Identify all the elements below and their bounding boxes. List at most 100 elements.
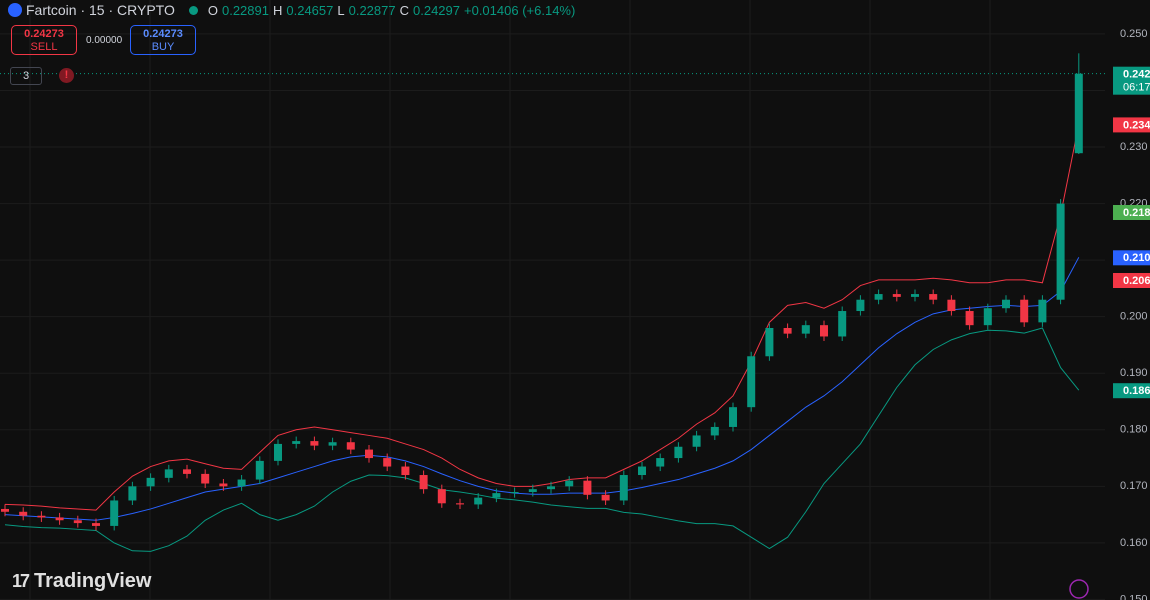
candle-body: [73, 520, 82, 524]
candle-body: [365, 449, 373, 459]
buy-button[interactable]: 0.24273 BUY: [130, 25, 196, 55]
vertical-grid: [0, 0, 1105, 600]
candle-body: [1, 508, 9, 512]
high-value: 0.24657: [286, 2, 334, 18]
h-label: H: [272, 2, 283, 18]
candle-body: [656, 458, 665, 467]
candle-body: [55, 517, 64, 521]
y-tick-label: 0.160: [1120, 537, 1148, 549]
candle-body: [674, 446, 683, 459]
price-tag: [1113, 205, 1150, 220]
candle-body: [437, 489, 446, 504]
price-tag: [1113, 273, 1150, 288]
candle-body: [219, 483, 228, 487]
band-line: [4, 327, 1080, 552]
candle-body: [274, 443, 282, 461]
price-tag: [1113, 117, 1150, 133]
candle-body: [1074, 73, 1083, 154]
price-tag: [1113, 250, 1150, 266]
candle-body: [201, 473, 210, 484]
warning-icon[interactable]: !: [59, 68, 74, 83]
candle-body: [638, 466, 646, 476]
candle-body: [547, 486, 555, 490]
candle-body: [419, 475, 428, 490]
symbol[interactable]: Fartcoin · 15 · CRYPTO: [26, 2, 175, 18]
close-value: 0.24297: [413, 2, 460, 18]
y-tick-label: 0.250: [1120, 28, 1148, 40]
price-axis: [1105, 0, 1150, 600]
alert-icon[interactable]: [1069, 579, 1089, 599]
candle-body: [510, 491, 519, 494]
logo-text: TradingView: [34, 570, 152, 592]
candle-body: [565, 480, 574, 487]
candle-body: [456, 503, 464, 505]
sell-button[interactable]: 0.24273 SELL: [11, 25, 77, 55]
candle-body: [110, 500, 119, 526]
price-tag: [1113, 66, 1150, 95]
candle-body: [619, 475, 628, 501]
candle-body: [911, 294, 919, 297]
candle-body: [1002, 299, 1010, 309]
candle-body: [965, 311, 974, 326]
candle-body: [601, 494, 610, 501]
candle-body: [710, 426, 719, 436]
candle-body: [310, 441, 319, 446]
candle-body: [874, 294, 883, 300]
symbol-header[interactable]: Fartcoin · 15 · CRYPTO O 0.22891 H 0.24657…: [8, 1, 575, 19]
sell-label: SELL: [30, 41, 58, 53]
price-tag: [1113, 383, 1150, 399]
open-value: 0.22891: [221, 2, 269, 18]
candle-body: [765, 327, 774, 357]
price-tag-countdown: 06:17: [1123, 82, 1150, 94]
candle-body: [856, 299, 865, 312]
buy-price: 0.24273: [143, 28, 183, 40]
candle-body: [838, 311, 847, 337]
candle-body: [164, 469, 173, 478]
candle-body: [892, 294, 901, 297]
candle-body: [292, 441, 301, 444]
candle-body: [947, 299, 956, 312]
candle-body: [183, 469, 191, 474]
coin-icon: [8, 3, 22, 17]
band-line: [4, 124, 1080, 511]
candle-body: [92, 523, 100, 526]
price-tag-label: 0.218: [1123, 207, 1150, 219]
change-value: +0.01406 (+6.14%): [464, 2, 576, 18]
low-value: 0.22877: [348, 2, 396, 18]
candle-body: [1038, 299, 1047, 323]
candle-body: [729, 407, 737, 427]
candle-body: [346, 442, 355, 450]
candle-body: [37, 515, 46, 518]
candle-body: [19, 511, 28, 516]
c-label: C: [399, 2, 409, 18]
price-tag-label: 0.186: [1123, 385, 1150, 397]
candle-body: [1020, 299, 1029, 323]
candle-body: [383, 458, 392, 467]
candle-body: [583, 480, 592, 495]
candle-body: [492, 493, 501, 498]
sell-price: 0.24273: [24, 28, 64, 40]
price-tag-label: 0.242: [1123, 69, 1150, 81]
candle-body: [783, 327, 792, 334]
candle-body: [328, 442, 337, 446]
candle-body: [146, 477, 155, 487]
candle-body: [983, 308, 992, 326]
y-tick-label: 0.150: [1120, 593, 1148, 600]
price-tag-label: 0.210: [1123, 252, 1150, 264]
candle-body: [747, 356, 756, 408]
candle-body: [401, 466, 410, 476]
candle-body: [237, 479, 246, 487]
candle-body: [929, 294, 938, 300]
status-dot: [188, 5, 198, 15]
candle-body: [820, 325, 828, 337]
candle-body: [692, 435, 701, 447]
buy-label: BUY: [151, 41, 175, 53]
indicators-toggle[interactable]: 3: [10, 67, 42, 85]
candle-body: [255, 460, 264, 480]
candle-body: [801, 325, 810, 334]
price-tag-label: 0.234: [1123, 119, 1150, 131]
candle-body: [1056, 203, 1065, 300]
price-tag-label: 0.206: [1123, 275, 1150, 287]
